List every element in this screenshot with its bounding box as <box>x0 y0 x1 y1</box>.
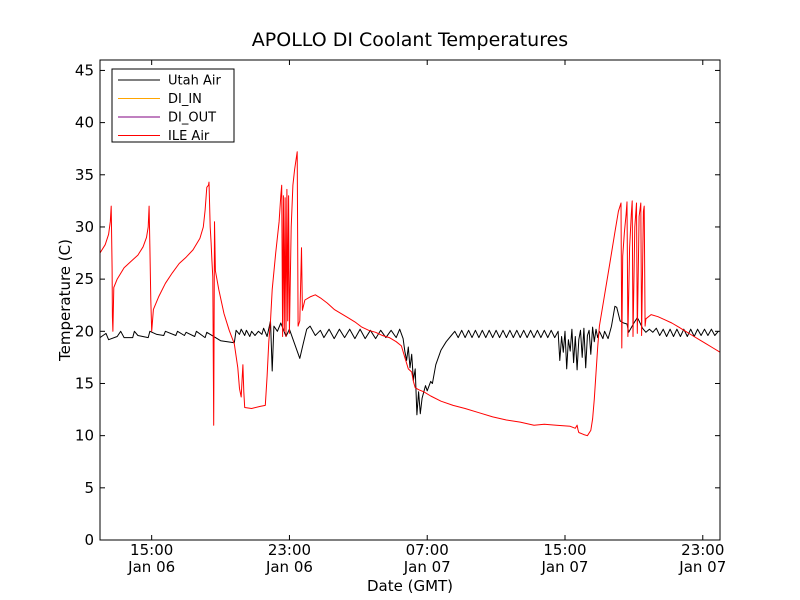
x-tick-date-label: Jan 07 <box>541 558 589 576</box>
legend: Utah Air DI_IN DI_OUT ILE Air <box>111 68 235 144</box>
x-tick-time-label: 23:00 <box>681 541 724 559</box>
chart-title: APOLLO DI Coolant Temperatures <box>252 29 568 51</box>
legend-label: ILE Air <box>168 129 210 144</box>
x-tick-date-label: Jan 07 <box>678 558 726 576</box>
y-tick-label: 5 <box>84 479 94 497</box>
series-line-utah-air <box>99 305 719 416</box>
series-layer <box>99 151 721 437</box>
x-axis-label: Date (GMT) <box>367 577 453 595</box>
y-tick-label: 15 <box>75 374 94 392</box>
y-tick-label: 10 <box>75 427 94 445</box>
y-axis-label: Temperature (C) <box>56 239 74 362</box>
legend-label: DI_IN <box>168 92 202 107</box>
x-tick-date-label: Jan 07 <box>403 558 451 576</box>
x-tick-time-label: 23:00 <box>268 541 311 559</box>
y-tick-label: 25 <box>75 270 94 288</box>
x-tick-time-label: 07:00 <box>406 541 449 559</box>
legend-label: Utah Air <box>168 74 221 89</box>
series-line-ile-air <box>99 151 721 437</box>
x-tick-time-label: 15:00 <box>130 541 173 559</box>
y-tick-label: 20 <box>75 322 94 340</box>
x-tick-date-label: Jan 06 <box>265 558 313 576</box>
y-axis: 0 5 10 15 20 25 30 35 40 45 <box>75 61 720 549</box>
y-tick-label: 40 <box>75 114 94 132</box>
legend-label: DI_OUT <box>168 111 216 126</box>
x-tick-date-label: Jan 06 <box>127 558 175 576</box>
y-tick-label: 45 <box>75 61 94 79</box>
plot-frame <box>99 59 721 541</box>
x-tick-time-label: 15:00 <box>543 541 586 559</box>
y-tick-label: 35 <box>75 166 94 184</box>
y-tick-label: 0 <box>84 531 94 549</box>
legend-box <box>111 68 235 143</box>
y-tick-label: 30 <box>75 218 94 236</box>
